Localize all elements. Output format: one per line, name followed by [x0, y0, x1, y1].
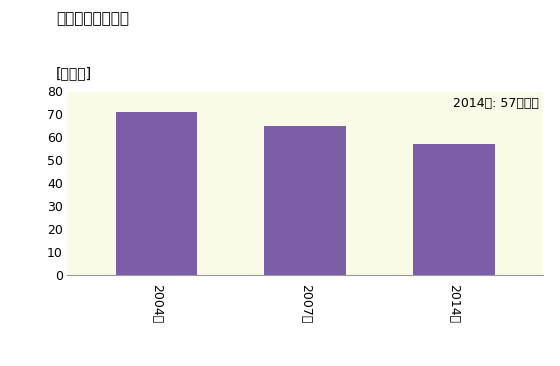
- Bar: [413, 144, 495, 274]
- Bar: [264, 126, 346, 274]
- Text: 2014年: 57事業所: 2014年: 57事業所: [452, 97, 538, 110]
- Text: 卸売業の事業所数: 卸売業の事業所数: [56, 11, 129, 26]
- Bar: [115, 112, 197, 274]
- Text: [事業所]: [事業所]: [56, 66, 92, 80]
